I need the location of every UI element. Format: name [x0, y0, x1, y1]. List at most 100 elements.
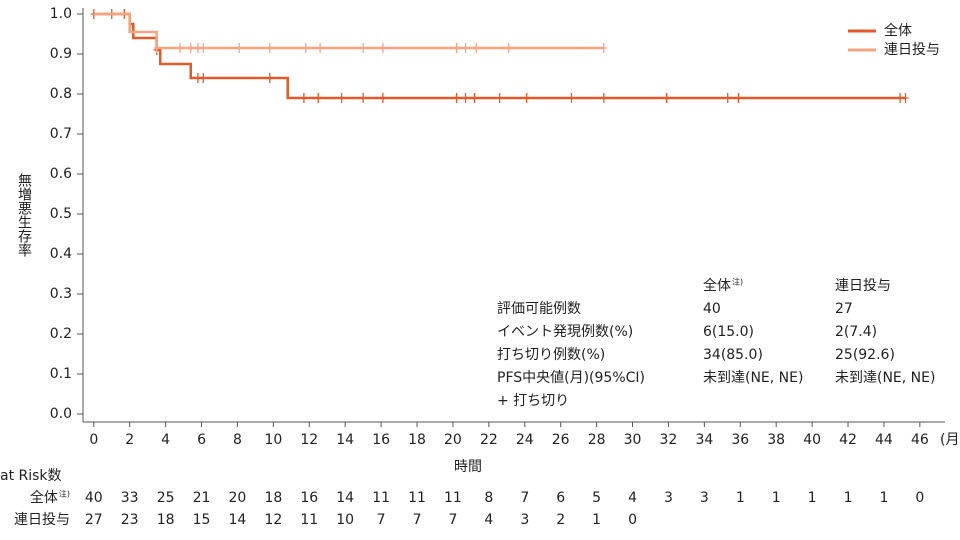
- censor-mark: [496, 93, 503, 103]
- at-risk-value: 1: [736, 490, 745, 506]
- x-tick-label: 12: [300, 432, 318, 448]
- survival-line: [93, 12, 604, 50]
- censor-mark: [600, 93, 607, 103]
- y-tick-label: 1.0: [50, 6, 72, 22]
- censor-mark: [902, 93, 909, 103]
- censor-mark: [724, 93, 731, 103]
- x-tick-label: 38: [767, 432, 785, 448]
- x-tick-label: 44: [875, 432, 893, 448]
- censor-mark: [663, 93, 670, 103]
- survival-line: [93, 12, 906, 100]
- x-tick-label: 22: [480, 432, 498, 448]
- censor-mark: [266, 73, 273, 83]
- legend-label: 全体: [884, 22, 912, 39]
- at-risk-value: 25: [157, 490, 175, 506]
- censor-mark: [360, 43, 367, 53]
- at-risk-value: 16: [300, 490, 318, 506]
- table-row-label: 評価可能例数: [497, 301, 581, 317]
- at-risk-note: 注): [59, 489, 70, 499]
- table-cell: 2(7.4): [835, 324, 877, 340]
- censor-mark: [379, 43, 386, 53]
- at-risk-value: 3: [520, 512, 529, 528]
- at-risk-value: 0: [915, 490, 924, 506]
- at-risk-value: 7: [448, 512, 457, 528]
- censor-mark: [568, 93, 575, 103]
- at-risk-title: at Risk数: [0, 468, 62, 484]
- table-cell: 未到達(NE, NE): [703, 370, 803, 386]
- x-tick-label: 46: [911, 432, 929, 448]
- y-tick-label: 0.3: [50, 286, 72, 302]
- censor-mark: [523, 93, 530, 103]
- x-tick-label: 8: [233, 432, 242, 448]
- at-risk-value: 11: [408, 490, 426, 506]
- censor-mark: [200, 43, 207, 53]
- at-risk-value: 18: [157, 512, 175, 528]
- y-tick-label: 0.9: [50, 46, 72, 62]
- x-tick-label: 42: [839, 432, 857, 448]
- y-tick-label: 0.6: [50, 166, 72, 182]
- table-cell: 25(92.6): [835, 347, 895, 363]
- censor-mark: [735, 93, 742, 103]
- censor-mark: [473, 43, 480, 53]
- at-risk-value: 14: [336, 490, 354, 506]
- x-tick-label: 4: [161, 432, 170, 448]
- censor-mark: [462, 93, 469, 103]
- at-risk-value: 10: [336, 512, 354, 528]
- at-risk-value: 0: [628, 512, 637, 528]
- censor-mark: [300, 93, 307, 103]
- table-header-note: 注): [732, 277, 743, 287]
- censor-mark: [153, 43, 160, 53]
- at-risk-value: 1: [772, 490, 781, 506]
- table-cell: 6(15.0): [703, 324, 754, 340]
- at-risk-value: 4: [484, 512, 493, 528]
- censor-mark: [453, 43, 460, 53]
- at-risk-value: 18: [264, 490, 282, 506]
- at-risk-value: 40: [85, 490, 103, 506]
- x-tick-label: 32: [660, 432, 678, 448]
- at-risk-value: 1: [879, 490, 888, 506]
- at-risk-label: 連日投与: [14, 512, 70, 528]
- at-risk-value: 1: [592, 512, 601, 528]
- censor-legend: + 打ち切り: [497, 392, 569, 409]
- y-tick-label: 0.2: [50, 326, 72, 342]
- at-risk-value: 20: [229, 490, 247, 506]
- at-risk-value: 27: [85, 512, 103, 528]
- at-risk-value: 1: [808, 490, 817, 506]
- at-risk-value: 7: [413, 512, 422, 528]
- x-tick-label: 16: [372, 432, 390, 448]
- censor-mark: [236, 43, 243, 53]
- x-tick-label: 26: [552, 432, 570, 448]
- x-tick-label: 36: [731, 432, 749, 448]
- at-risk-value: 12: [264, 512, 282, 528]
- at-risk-value: 3: [700, 490, 709, 506]
- censor-mark: [338, 93, 345, 103]
- x-tick-label: 20: [444, 432, 462, 448]
- at-risk-value: 3: [664, 490, 673, 506]
- at-risk-value: 21: [193, 490, 211, 506]
- censor-mark: [200, 73, 207, 83]
- at-risk-value: 11: [444, 490, 462, 506]
- table-row-label: 打ち切り例数(%): [497, 346, 605, 363]
- x-tick-label: 34: [695, 432, 713, 448]
- censor-mark: [505, 43, 512, 53]
- censor-mark: [194, 43, 201, 53]
- censor-mark: [379, 93, 386, 103]
- y-tick-label: 0.5: [50, 206, 72, 222]
- censor-mark: [176, 43, 183, 53]
- x-axis-label: 時間: [454, 459, 482, 475]
- table-header: 全体: [703, 277, 731, 294]
- at-risk-value: 15: [193, 512, 211, 528]
- table-cell: 34(85.0): [703, 347, 763, 363]
- at-risk-value: 5: [592, 490, 601, 506]
- y-tick-label: 0.0: [50, 406, 72, 422]
- y-tick-label: 0.8: [50, 86, 72, 102]
- x-tick-label: 30: [624, 432, 642, 448]
- censor-mark: [462, 43, 469, 53]
- censor-mark: [302, 43, 309, 53]
- at-risk-value: 11: [300, 512, 318, 528]
- censor-mark: [471, 93, 478, 103]
- x-tick-label: 14: [336, 432, 354, 448]
- x-tick-label: 0: [89, 432, 98, 448]
- y-tick-label: 0.4: [50, 246, 72, 262]
